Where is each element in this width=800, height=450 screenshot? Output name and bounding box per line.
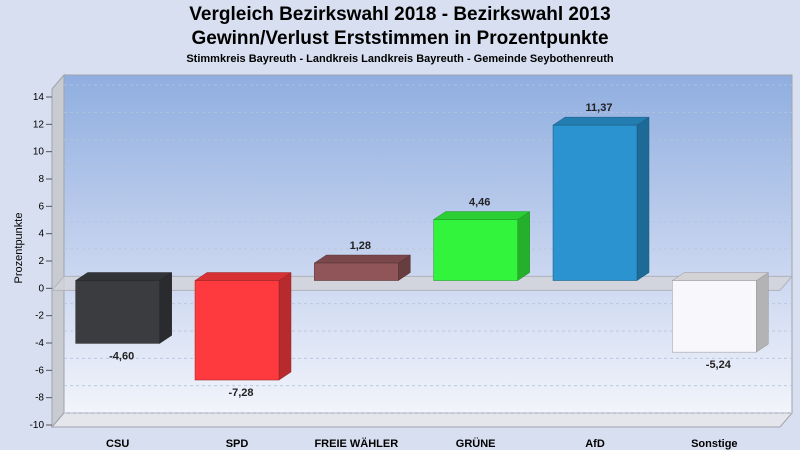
x-tick-label: AfD bbox=[585, 438, 605, 450]
x-tick-label: Sonstige bbox=[691, 438, 737, 450]
y-tick-label: -8 bbox=[35, 393, 44, 404]
y-tick-label: 0 bbox=[38, 283, 44, 294]
data-label: -5,24 bbox=[706, 359, 732, 371]
plot-back-wall bbox=[63, 74, 793, 414]
bar-freie-wähler: 1,28 bbox=[313, 240, 412, 282]
chart-title: Vergleich Bezirkswahl 2018 - Bezirkswahl… bbox=[189, 4, 611, 25]
y-tick-label: -2 bbox=[35, 311, 44, 322]
y-tick-label: 10 bbox=[33, 147, 45, 158]
y-tick-label: 8 bbox=[38, 174, 44, 185]
data-label: 1,28 bbox=[350, 240, 371, 252]
x-tick-label: CSU bbox=[106, 438, 129, 450]
bar-sonstige: -5,24 bbox=[671, 272, 770, 371]
chart-caption: Stimmkreis Bayreuth - Landkreis Landkrei… bbox=[186, 53, 614, 65]
y-tick-label: -10 bbox=[30, 420, 45, 431]
y-tick-label: 2 bbox=[38, 256, 44, 267]
bar-grüne: 4,46 bbox=[432, 197, 531, 282]
y-tick-label: -4 bbox=[35, 338, 44, 349]
data-label: 4,46 bbox=[469, 197, 490, 209]
data-label: -7,28 bbox=[228, 387, 253, 399]
bar-afd: 11,37 bbox=[552, 102, 650, 282]
y-tick-label: 14 bbox=[33, 92, 45, 103]
data-label: -4,60 bbox=[109, 350, 134, 362]
y-tick-label: 4 bbox=[38, 229, 44, 240]
y-tick-label: -6 bbox=[35, 365, 44, 376]
y-axis-label: Prozentpunkte bbox=[13, 213, 25, 284]
y-tick-label: 12 bbox=[33, 119, 45, 130]
x-tick-label: FREIE WÄHLER bbox=[314, 437, 398, 450]
plot-floor bbox=[50, 412, 794, 428]
x-tick-label: GRÜNE bbox=[456, 437, 496, 450]
chart-subtitle: Gewinn/Verlust Erststimmen in Prozentpun… bbox=[191, 28, 609, 49]
plot-side-wall bbox=[51, 73, 65, 429]
x-tick-label: SPD bbox=[226, 438, 249, 450]
bar-spd: -7,28 bbox=[194, 272, 292, 399]
y-tick-label: 6 bbox=[38, 201, 44, 212]
bar-csu: -4,60 bbox=[74, 272, 173, 362]
data-label: 11,37 bbox=[586, 102, 613, 114]
